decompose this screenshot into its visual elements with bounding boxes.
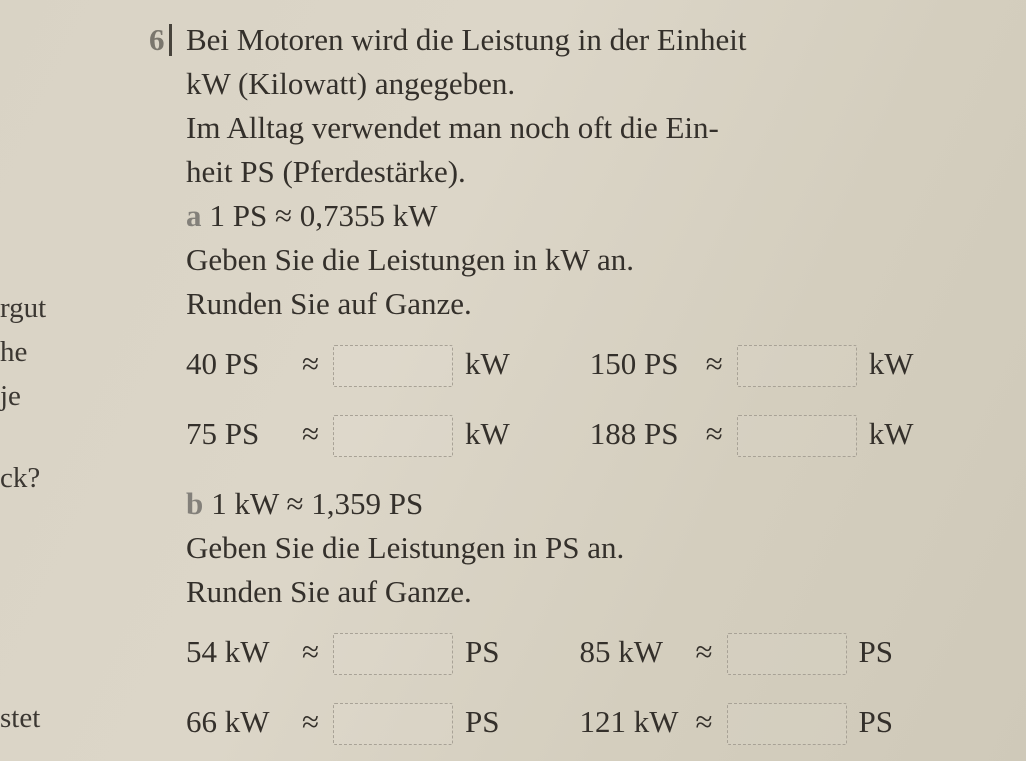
part-b-instr2: Runden Sie auf Ganze. [186, 570, 914, 614]
fragment-text: rgut [0, 292, 46, 325]
part-label-a: a [186, 198, 202, 233]
answer-row: 75 PS ≈ kW 188 PS ≈ kW [186, 412, 914, 456]
question-number: 6 [128, 18, 172, 58]
part-a-instr1: Geben Sie die Leistungen in kW an. [186, 238, 914, 282]
approx-symbol: ≈ [302, 342, 319, 386]
answer-row: 54 kW ≈ PS 85 kW ≈ PS [186, 630, 914, 674]
answer-lhs: 75 PS [186, 412, 296, 456]
approx-symbol: ≈ [706, 412, 723, 456]
answer-unit: PS [859, 630, 893, 674]
approx-symbol: ≈ [302, 630, 319, 674]
answer-item: 40 PS ≈ kW [186, 342, 510, 386]
answer-unit: kW [465, 412, 510, 456]
part-a-answers: 40 PS ≈ kW 150 PS ≈ kW [186, 342, 914, 456]
answer-lhs: 188 PS [590, 412, 700, 456]
answer-item: 66 kW ≈ PS [186, 700, 500, 744]
answer-input-box[interactable] [737, 415, 857, 457]
answer-input-box[interactable] [727, 703, 847, 745]
answer-item: 75 PS ≈ kW [186, 412, 510, 456]
fragment-text: he [0, 336, 27, 369]
answer-item: 188 PS ≈ kW [590, 412, 914, 456]
part-b-conversion-line: b1 kW ≈ 1,359 PS [186, 482, 914, 526]
answer-unit: PS [465, 700, 499, 744]
answer-unit: kW [465, 342, 510, 386]
answer-item: 85 kW ≈ PS [580, 630, 894, 674]
approx-symbol: ≈ [302, 700, 319, 744]
part-b-conversion: 1 kW ≈ 1,359 PS [211, 486, 423, 521]
cursor-icon [169, 24, 172, 56]
fragment-text: stet [0, 702, 40, 735]
answer-lhs: 40 PS [186, 342, 296, 386]
fragment-text: ck? [0, 462, 40, 495]
answer-unit: kW [869, 342, 914, 386]
answer-lhs: 150 PS [590, 342, 700, 386]
answer-row: 66 kW ≈ PS 121 kW ≈ PS [186, 700, 914, 744]
part-a-conversion: 1 PS ≈ 0,7355 kW [210, 198, 438, 233]
answer-lhs: 66 kW [186, 700, 296, 744]
approx-symbol: ≈ [706, 342, 723, 386]
answer-lhs: 85 kW [580, 630, 690, 674]
question-header-row: 6 Bei Motoren wird die Leistung in der E… [128, 18, 1002, 744]
intro-line: Im Alltag verwendet man noch oft die Ein… [186, 106, 914, 150]
page: rgut he je ck? stet 6 Bei Motoren wird d… [0, 0, 1026, 761]
approx-symbol: ≈ [696, 630, 713, 674]
answer-unit: PS [859, 700, 893, 744]
intro-line: Bei Motoren wird die Leistung in der Ein… [186, 18, 914, 62]
question-intro: Bei Motoren wird die Leistung in der Ein… [186, 18, 914, 744]
part-b-instr1: Geben Sie die Leistungen in PS an. [186, 526, 914, 570]
part-b-answers: 54 kW ≈ PS 85 kW ≈ PS [186, 630, 914, 744]
answer-item: 121 kW ≈ PS [580, 700, 894, 744]
answer-item: 54 kW ≈ PS [186, 630, 500, 674]
left-margin-fragments: rgut he je ck? stet [0, 0, 90, 761]
answer-input-box[interactable] [333, 633, 453, 675]
approx-symbol: ≈ [302, 412, 319, 456]
part-b: b1 kW ≈ 1,359 PS Geben Sie die Leistunge… [186, 482, 914, 744]
answer-unit: kW [869, 412, 914, 456]
answer-row: 40 PS ≈ kW 150 PS ≈ kW [186, 342, 914, 386]
part-a-instr2: Runden Sie auf Ganze. [186, 282, 914, 326]
approx-symbol: ≈ [696, 700, 713, 744]
answer-input-box[interactable] [737, 345, 857, 387]
intro-line: heit PS (Pferdestärke). [186, 150, 914, 194]
part-a-conversion-line: a1 PS ≈ 0,7355 kW [186, 194, 914, 238]
part-label-b: b [186, 486, 203, 521]
answer-lhs: 54 kW [186, 630, 296, 674]
answer-input-box[interactable] [333, 415, 453, 457]
fragment-text: je [0, 380, 21, 413]
exercise-block: 6 Bei Motoren wird die Leistung in der E… [128, 18, 1002, 744]
answer-input-box[interactable] [727, 633, 847, 675]
question-number-text: 6 [149, 22, 165, 57]
answer-lhs: 121 kW [580, 700, 690, 744]
answer-unit: PS [465, 630, 499, 674]
part-a: a1 PS ≈ 0,7355 kW Geben Sie die Leistung… [186, 194, 914, 456]
answer-item: 150 PS ≈ kW [590, 342, 914, 386]
answer-input-box[interactable] [333, 345, 453, 387]
answer-input-box[interactable] [333, 703, 453, 745]
intro-line: kW (Kilowatt) angegeben. [186, 62, 914, 106]
